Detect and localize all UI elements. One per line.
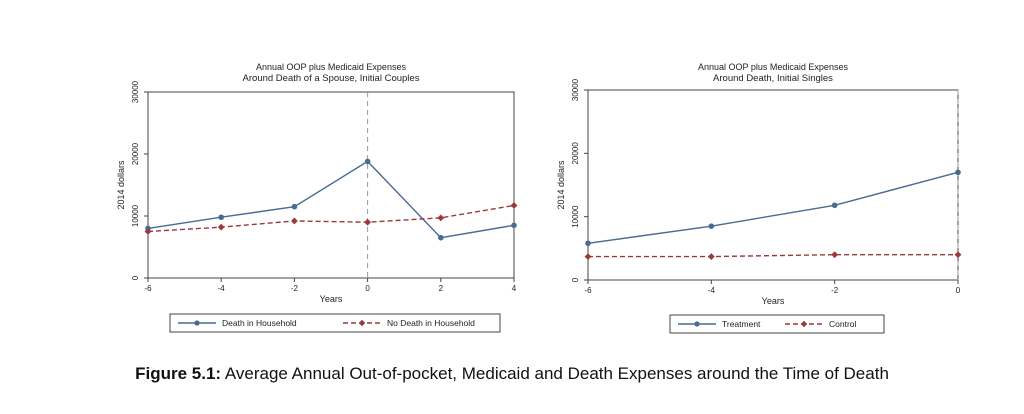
y-tick-label: 0 <box>131 275 140 280</box>
x-tick-label: -2 <box>831 286 839 295</box>
chart-subtitle: Around Death of a Spouse, Initial Couple… <box>243 73 420 84</box>
x-tick-label: -4 <box>708 286 716 295</box>
legend-marker <box>694 321 700 327</box>
data-point <box>831 251 839 259</box>
series-line-1 <box>147 160 515 239</box>
data-point <box>217 223 225 231</box>
data-point <box>291 203 298 210</box>
data-point <box>708 223 715 229</box>
data-point <box>584 253 592 260</box>
data-point <box>364 218 371 226</box>
y-tick-label: 10000 <box>571 205 580 228</box>
data-point <box>437 214 445 222</box>
series-line-1 <box>587 171 959 244</box>
x-tick-label: -6 <box>144 284 152 293</box>
plot-area <box>587 89 959 281</box>
chart-panel-1: Annual OOP plus Medicaid ExpensesAround … <box>116 62 518 333</box>
figure-caption-text: Average Annual Out-of-pocket, Medicaid a… <box>224 364 889 383</box>
legend-marker <box>800 320 808 328</box>
x-tick-label: 0 <box>365 284 370 293</box>
x-tick-label: -6 <box>584 286 592 295</box>
legend: Treatment Control <box>669 314 885 334</box>
x-axis-label: Years <box>320 294 343 304</box>
figure-caption: Figure 5.1: Average Annual Out-of-pocket… <box>0 364 1024 384</box>
data-point <box>438 234 444 241</box>
x-tick-label: 0 <box>956 286 961 295</box>
data-point <box>291 217 298 225</box>
y-tick-label: 30000 <box>571 78 580 101</box>
data-point <box>510 202 518 209</box>
y-tick-label: 0 <box>571 277 580 282</box>
data-point <box>955 169 961 176</box>
plot-area <box>147 91 515 279</box>
data-point <box>585 240 591 247</box>
data-point <box>218 214 224 221</box>
legend-label: No Death in Household <box>387 318 475 328</box>
chart-subtitle: Around Death, Initial Singles <box>713 73 833 84</box>
data-point <box>831 202 838 209</box>
series-line-2 <box>588 253 958 258</box>
legend-marker <box>358 319 366 327</box>
legend-marker <box>194 320 200 326</box>
y-tick-label: 10000 <box>131 204 140 227</box>
data-point <box>954 251 962 259</box>
legend-box <box>169 313 501 333</box>
y-axis-label: 2014 dollars <box>116 160 126 210</box>
y-axis-label: 2014 dollars <box>556 160 566 210</box>
data-point <box>511 222 517 229</box>
x-tick-label: 2 <box>439 284 444 293</box>
x-tick-label: 4 <box>512 284 517 293</box>
y-tick-label: 20000 <box>571 142 580 165</box>
chart-title: Annual OOP plus Medicaid Expenses <box>698 62 848 72</box>
data-point <box>144 228 152 235</box>
series-line-2 <box>147 204 515 233</box>
y-tick-label: 20000 <box>131 142 140 165</box>
data-point <box>364 158 371 165</box>
legend-box <box>669 314 885 334</box>
x-tick-label: -2 <box>291 284 299 293</box>
figure-label: Figure 5.1: <box>135 364 222 383</box>
y-tick-label: 30000 <box>131 80 140 103</box>
legend-label: Treatment <box>722 319 761 329</box>
legend: Death in Household No Death in Household <box>169 313 501 333</box>
data-point <box>707 253 715 260</box>
chart-title: Annual OOP plus Medicaid Expenses <box>256 62 406 72</box>
legend-label: Death in Household <box>222 318 297 328</box>
chart-panel-2: Annual OOP plus Medicaid ExpensesAround … <box>556 62 962 334</box>
x-tick-label: -4 <box>218 284 226 293</box>
legend-label: Control <box>829 319 857 329</box>
x-axis-label: Years <box>762 296 785 306</box>
